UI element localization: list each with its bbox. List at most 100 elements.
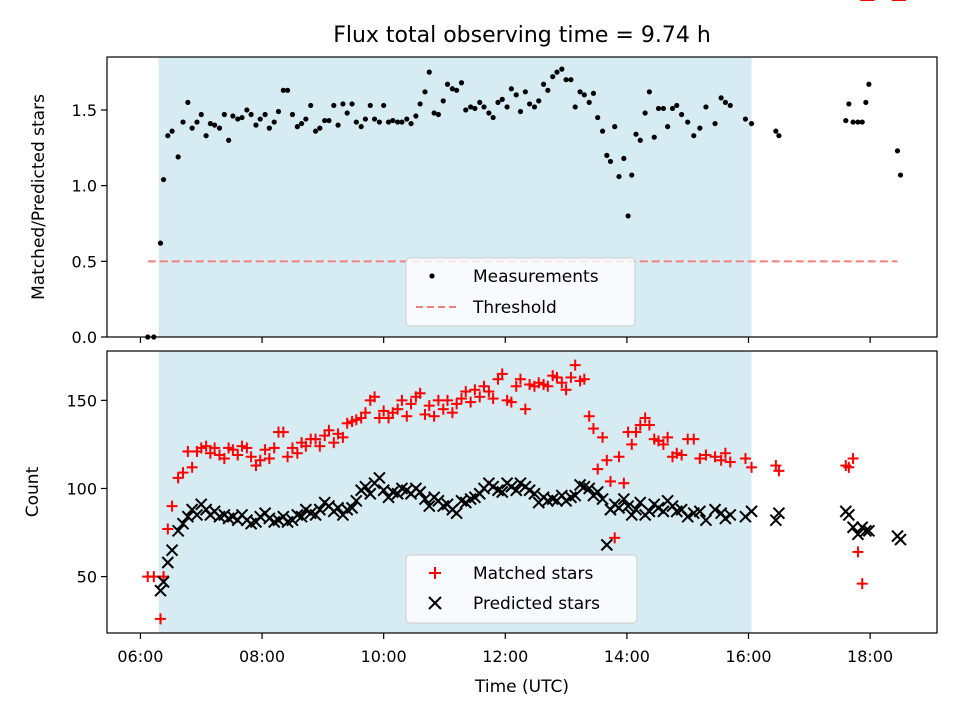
matched-star-point	[519, 403, 531, 415]
measurement-point	[568, 77, 574, 83]
matched-star-point	[455, 393, 467, 405]
matched-star-point	[401, 410, 413, 422]
measurement-point	[855, 119, 861, 125]
axes-frame-bottom	[106, 350, 938, 634]
matched-star-point	[300, 440, 312, 452]
matched-star-point	[643, 419, 655, 431]
measurement-point	[194, 119, 200, 125]
matched-star-point	[359, 407, 371, 419]
measurement-point	[607, 158, 614, 165]
x-tick-label: 14:00	[604, 647, 650, 666]
measurement-point	[221, 111, 227, 118]
measurement-point	[444, 81, 451, 87]
matched-star-point	[474, 391, 486, 403]
measurement-point	[230, 113, 236, 119]
predicted-star-point	[862, 524, 876, 537]
predicted-star-point	[165, 543, 179, 557]
matched-star-point	[209, 442, 221, 454]
predicted-star-point	[450, 506, 463, 520]
measurement-point	[697, 125, 703, 131]
matched-star-point	[852, 546, 864, 558]
matched-star-point	[583, 410, 595, 422]
measurement-point	[859, 119, 865, 125]
matched-star-point	[843, 461, 855, 473]
measurement-point	[655, 105, 662, 112]
matched-star-point	[483, 386, 495, 398]
matched-star-point	[487, 393, 499, 405]
matched-star-point	[618, 477, 630, 489]
matched-star-point	[341, 417, 353, 429]
predicted-star-point	[851, 528, 865, 541]
matched-star-point	[200, 440, 212, 452]
matched-star-point	[469, 384, 481, 396]
predicted-star-point	[596, 492, 609, 506]
measurement-point	[685, 119, 691, 125]
measurement-point	[540, 81, 547, 87]
matched-star-point	[227, 444, 239, 456]
predicted-star-point	[295, 510, 308, 523]
legend-box-bottom	[405, 554, 638, 624]
matched-star-point	[437, 403, 449, 415]
measurement-point	[404, 116, 410, 122]
measurement-point	[322, 117, 328, 124]
measurement-point	[326, 117, 332, 124]
measurement-point	[253, 122, 259, 128]
matched-star-point	[542, 380, 554, 392]
measurement-point	[271, 119, 277, 125]
matched-star-point	[662, 431, 674, 443]
matched-star-point	[460, 386, 472, 398]
predicted-star-point	[846, 521, 860, 534]
measurement-point	[477, 99, 483, 106]
matched-star-point	[186, 461, 198, 473]
y-tick-label: 150	[66, 391, 97, 410]
measurement-point	[175, 154, 181, 160]
measurement-point	[616, 173, 622, 180]
matched-star-point	[524, 378, 536, 390]
matched-star-point	[177, 467, 189, 479]
matched-star-point	[847, 453, 859, 465]
measurement-point	[625, 213, 631, 219]
predicted-star-point	[161, 556, 175, 569]
measurement-point	[248, 111, 254, 118]
matched-star-point	[369, 391, 381, 403]
matched-star-point	[277, 426, 289, 438]
legend-label-measurements: Measurements	[473, 267, 599, 287]
matched-star-point	[195, 442, 207, 454]
measurement-point	[294, 124, 300, 130]
measurement-point	[463, 107, 469, 113]
predicted-star-point	[657, 505, 670, 518]
matched-star-point	[578, 373, 590, 385]
measurement-point	[527, 101, 533, 107]
measurement-point	[362, 116, 369, 122]
matched-star-point	[560, 384, 572, 396]
matched-star-point	[396, 394, 408, 406]
measurement-point	[504, 104, 510, 110]
measurement-point	[340, 101, 346, 107]
measurement-point	[495, 99, 501, 106]
matched-star-point	[569, 359, 581, 371]
measurement-point	[284, 87, 291, 93]
measurement-point	[426, 69, 432, 75]
predicted-star-point	[528, 487, 541, 500]
predicted-star-point	[154, 584, 167, 597]
measurement-point	[843, 117, 849, 124]
measurement-point	[665, 124, 671, 130]
measurement-point	[897, 172, 904, 178]
measurement-point	[160, 176, 167, 183]
measurement-point	[390, 117, 396, 124]
measurement-point	[216, 125, 223, 131]
matched-star-point	[268, 442, 280, 454]
predicted-star-point	[693, 505, 707, 518]
matched-star-point	[323, 424, 335, 436]
predicted-star-point	[772, 506, 786, 520]
measurement-point	[262, 111, 268, 118]
measurement-point	[577, 89, 583, 95]
matched-star-point	[314, 440, 326, 452]
measurement-point	[536, 98, 542, 104]
matched-star-point	[236, 440, 248, 452]
matched-star-point	[428, 410, 440, 422]
legend-label-matched: Matched stars	[473, 564, 593, 584]
measurement-point	[773, 128, 779, 134]
predicted-star-point	[350, 494, 363, 508]
measurement-point	[490, 114, 496, 121]
